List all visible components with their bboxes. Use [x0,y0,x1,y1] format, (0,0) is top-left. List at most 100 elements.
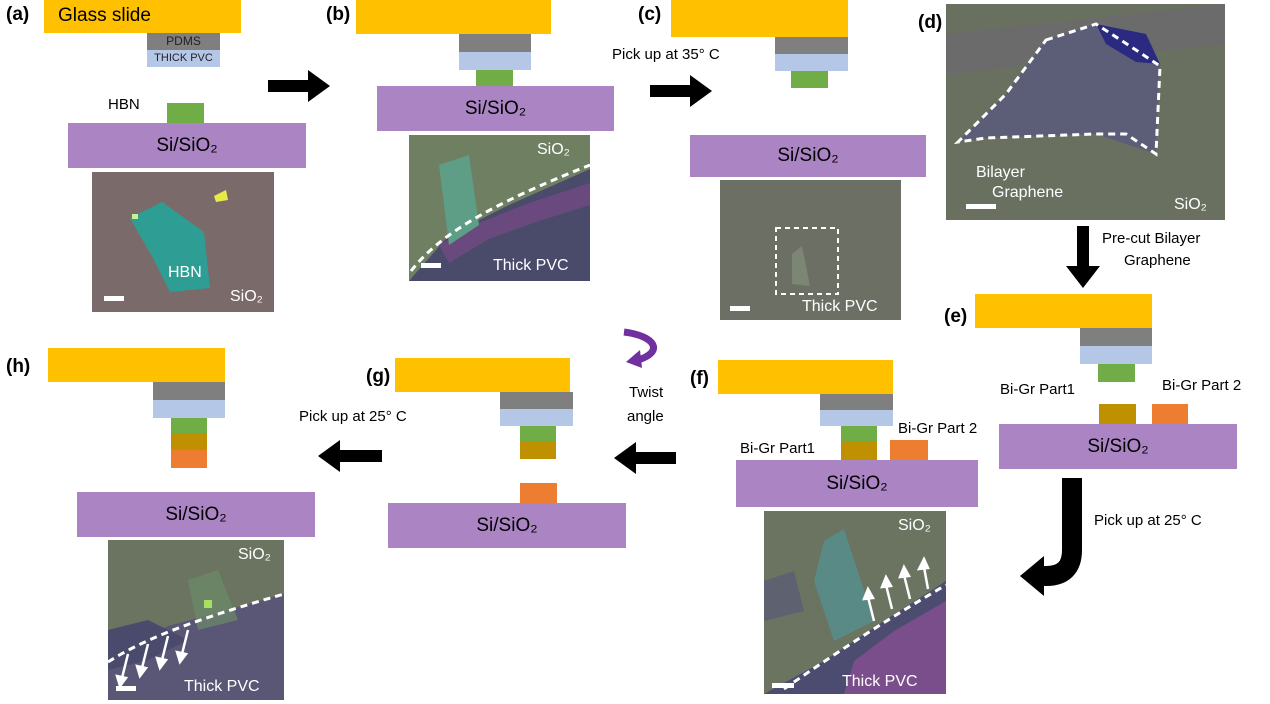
substrate-g: Si/SiO₂ [388,503,626,548]
twist-label-2: angle [627,408,664,425]
curved-down-left-arrow-icon [1020,478,1082,596]
pdms-layer-a: PDMS [147,33,220,50]
pdms-layer-f [820,394,893,410]
scale-bar-icon [104,296,124,301]
panel-h-label: (h) [6,356,31,377]
bigr-part1-e [1099,404,1136,424]
bigr-part2-g [520,483,557,503]
photo-label-sio2-a: SiO₂ [230,288,263,305]
photo-label-pvc-c: Thick PVC [802,298,878,315]
pdms-layer-b [459,34,531,52]
substrate-c: Si/SiO₂ [690,135,926,177]
pvc-label: THICK PVC [154,52,213,64]
bigr-part2-label-e: Bi-Gr Part 2 [1162,377,1242,394]
right-arrow-icon [268,70,330,102]
pvc-layer-g [500,409,573,426]
left-arrow-icon [318,440,382,472]
substrate-e: Si/SiO₂ [999,424,1237,469]
bigr-part1-g [520,441,556,459]
hbn-flake-h [171,418,207,433]
pvc-layer-f [820,410,893,426]
glass-slide-g [395,358,570,392]
bigr-part1-h [171,433,207,450]
pdms-label: PDMS [166,34,201,48]
pdms-layer-e [1080,328,1152,346]
left-arrow-icon [614,442,676,474]
pvc-photo-c: Thick PVC [720,180,901,320]
glass-slide-c [671,0,848,37]
hbn-flake-f [841,426,877,442]
hbn-tag: HBN [108,96,140,113]
photo-label-bilayer: Bilayer [976,164,1025,181]
pvc-layer-e [1080,346,1152,364]
panel-e-label: (e) [944,306,968,327]
photo-label-hbn: HBN [168,264,202,281]
hbn-flake-b [476,70,513,86]
rotate-arrow-icon [623,328,657,368]
bigr-part1-label-e: Bi-Gr Part1 [1000,381,1076,398]
photo-label-sio2-d: SiO₂ [1174,196,1207,213]
scale-bar-icon [772,683,794,688]
caption-precut-1: Pre-cut Bilayer [1102,230,1201,247]
pvc-photo-h-svg [108,540,284,700]
pvc-layer-h [153,400,225,418]
pvc-layer-b [459,52,531,70]
substrate-a: Si/SiO₂ [68,123,306,168]
photo-label-pvc-b: Thick PVC [493,257,569,274]
panel-c-label: (c) [638,4,662,25]
twist-label-1: Twist [629,384,664,401]
glass-slide-a: Glass slide [44,0,241,33]
scale-bar-icon [966,204,996,209]
photo-label-pvc-h: Thick PVC [184,678,260,695]
bigr-part1-label-f: Bi-Gr Part1 [740,440,816,457]
panel-a-label: (a) [6,4,30,25]
panel-g-label: (g) [366,366,391,387]
hbn-flake-a [167,103,204,123]
glass-slide-e [975,294,1152,328]
pvc-photo-f-svg [764,511,946,694]
photo-label-sio2-b: SiO₂ [537,141,570,158]
caption-pickup-25-h: Pick up at 25° C [299,408,407,425]
bigr-part2-e [1152,404,1188,424]
scale-bar-icon [421,263,441,268]
hbn-flake-e [1098,364,1135,382]
right-arrow-icon [650,75,712,107]
glass-slide-f [718,360,893,394]
down-arrow-icon [1066,226,1100,288]
substrate-h: Si/SiO₂ [77,492,315,537]
glass-slide-b [356,0,551,34]
scale-bar-icon [116,686,136,691]
pvc-layer-c [775,54,848,71]
caption-pickup-25-e: Pick up at 25° C [1094,512,1202,529]
panel-d-label: (d) [918,12,943,33]
caption-precut-2: Graphene [1124,252,1191,269]
substrate-f: Si/SiO₂ [736,460,978,507]
hbn-flake-g [520,426,556,441]
glass-slide-label: Glass slide [58,5,151,26]
pvc-photo-c-svg [720,180,901,320]
pdms-layer-h [153,382,225,400]
panel-f-label: (f) [690,368,709,389]
bigr-part2-f [890,440,928,460]
pdms-layer-c [775,37,848,54]
bigr-part2-label-f: Bi-Gr Part 2 [898,420,978,437]
caption-pickup-35: Pick up at 35° C [612,46,720,63]
pvc-photo-b-svg [409,135,590,281]
photo-label-sio2-h: SiO₂ [238,546,271,563]
hbn-flake-c [791,71,828,88]
substrate-b: Si/SiO₂ [377,86,614,131]
photo-label-sio2-f: SiO₂ [898,517,931,534]
pvc-photo-f: SiO₂ Thick PVC [764,511,946,694]
pdms-layer-g [500,392,573,409]
bilayer-photo-svg [946,4,1225,220]
scale-bar-icon [730,306,750,311]
pvc-photo-b: SiO₂ Thick PVC [409,135,590,281]
photo-label-pvc-f: Thick PVC [842,673,918,690]
glass-slide-h [48,348,225,382]
photo-label-graphene: Graphene [992,184,1064,201]
pvc-photo-h: SiO₂ Thick PVC [108,540,284,700]
hbn-photo-svg [92,172,274,312]
panel-b-label: (b) [326,4,351,25]
bigr-part2-h [171,450,207,468]
pvc-layer-a: THICK PVC [147,50,220,67]
